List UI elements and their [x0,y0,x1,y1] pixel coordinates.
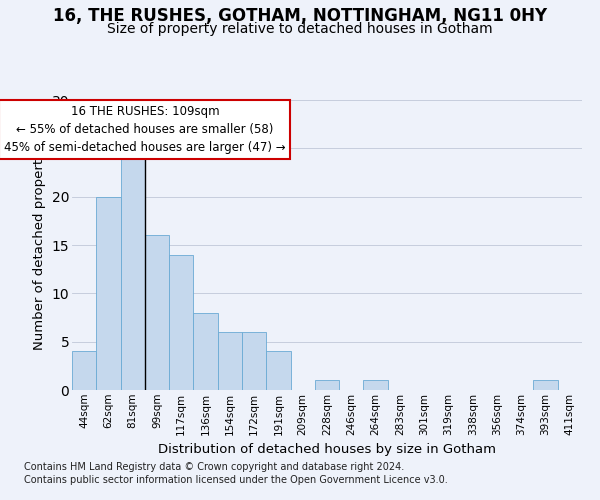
Bar [193,312,218,390]
Bar [315,380,339,390]
Bar [121,158,145,390]
Bar [266,352,290,390]
Bar [169,254,193,390]
Text: Distribution of detached houses by size in Gotham: Distribution of detached houses by size … [158,442,496,456]
Text: Contains public sector information licensed under the Open Government Licence v3: Contains public sector information licen… [24,475,448,485]
Bar [242,332,266,390]
Bar [72,352,96,390]
Bar [364,380,388,390]
Bar [218,332,242,390]
Bar [145,236,169,390]
Text: 16 THE RUSHES: 109sqm
← 55% of detached houses are smaller (58)
45% of semi-deta: 16 THE RUSHES: 109sqm ← 55% of detached … [4,105,286,154]
Text: Contains HM Land Registry data © Crown copyright and database right 2024.: Contains HM Land Registry data © Crown c… [24,462,404,472]
Y-axis label: Number of detached properties: Number of detached properties [33,140,46,350]
Bar [96,196,121,390]
Bar [533,380,558,390]
Text: 16, THE RUSHES, GOTHAM, NOTTINGHAM, NG11 0HY: 16, THE RUSHES, GOTHAM, NOTTINGHAM, NG11… [53,8,547,26]
Text: Size of property relative to detached houses in Gotham: Size of property relative to detached ho… [107,22,493,36]
